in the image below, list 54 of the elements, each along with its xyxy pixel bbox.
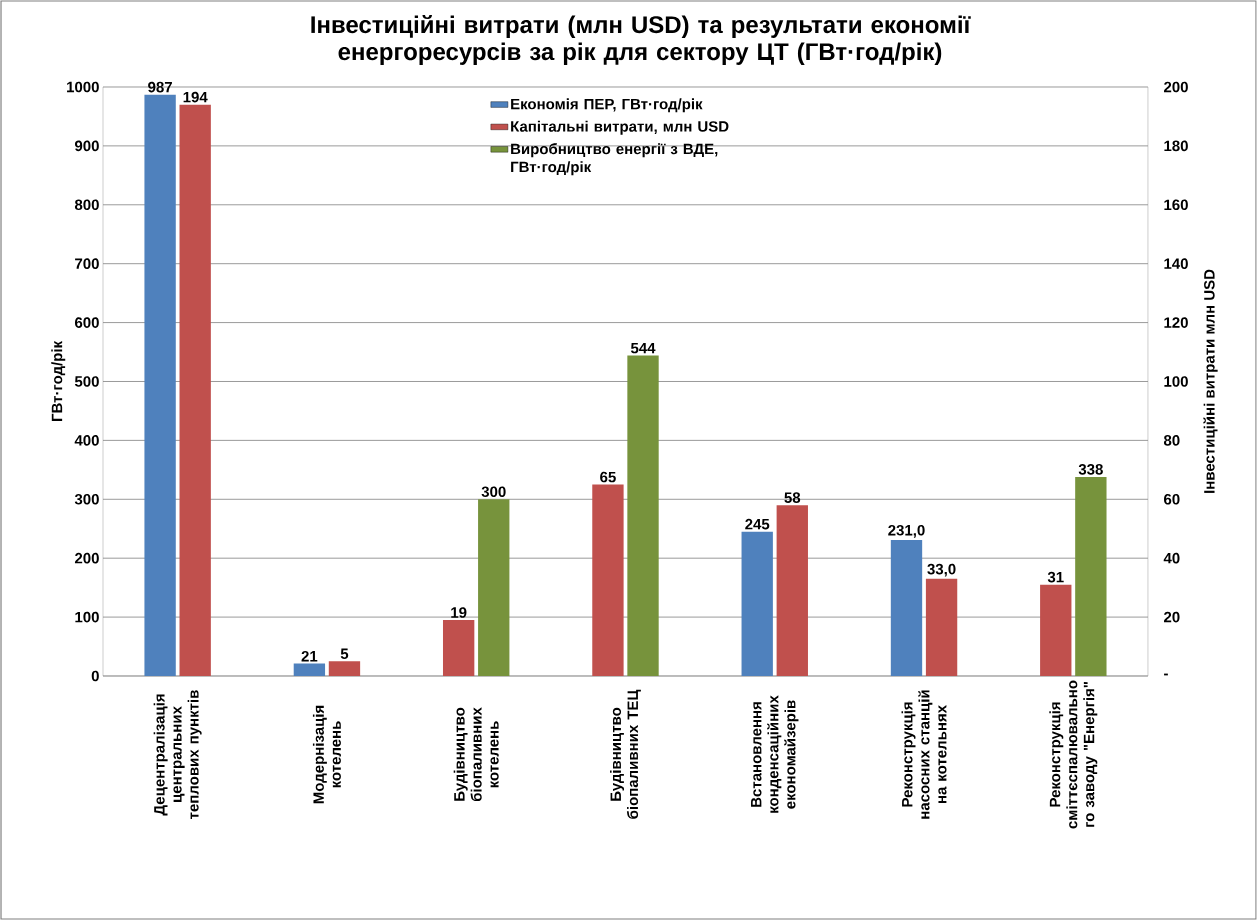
y2-tick-label: 180 <box>1164 140 1188 152</box>
y-tick-label: 600 <box>75 317 99 328</box>
bar <box>627 355 659 676</box>
legend-label: Економія ПЕР, ГВт·год/рік <box>511 98 703 113</box>
x-tick-label: Будівництво біопаливних ТЕЦ <box>610 689 641 819</box>
data-label: 338 <box>1078 464 1103 475</box>
y2-tick-label: 120 <box>1164 317 1188 328</box>
bar <box>741 531 773 676</box>
y2-tick-label: 100 <box>1164 376 1188 387</box>
y-tick-label: 0 <box>91 670 99 682</box>
y2-axis-title: Інвестиційні витрати млн USD <box>1203 269 1218 493</box>
y-tick-label: 200 <box>74 552 99 564</box>
y-tick-label: 700 <box>75 258 99 269</box>
y-tick-label: 300 <box>74 493 99 505</box>
x-tick-label: Модернізація котелень <box>312 705 341 804</box>
y2-tick-label: 80 <box>1163 435 1180 446</box>
data-label: 544 <box>630 342 656 354</box>
x-tick-label: Встановлення конденсаційних економайзерів <box>751 695 799 813</box>
y2-tick-label: - <box>1164 673 1168 676</box>
chart-title: Інвестиційні витрати (млн USD) та результати економії енергоресурсів за рік для сектору ЦТ (ГВт·год/рік) <box>311 15 971 65</box>
data-label: 19 <box>451 607 467 618</box>
x-tick-label: Будівництво біопаливних котелень <box>453 707 499 802</box>
data-label: 300 <box>481 486 506 498</box>
data-label: 33,0 <box>927 563 956 577</box>
y-tick-label: 500 <box>74 376 99 387</box>
y-tick-label: 800 <box>74 199 99 211</box>
y2-tick-label: 60 <box>1164 493 1180 505</box>
x-tick-label: Реконструкція насосних станцій на котельнях <box>901 690 947 819</box>
data-label: 31 <box>1047 571 1064 583</box>
y2-tick-label: 20 <box>1164 611 1180 623</box>
bar <box>1075 476 1107 676</box>
data-label: 5 <box>340 648 349 660</box>
data-label: 194 <box>183 91 208 103</box>
data-label: 231,0 <box>888 524 925 538</box>
x-tick-label: Децентралізація центральних теплових пунктів <box>153 690 202 819</box>
y-tick-label: 900 <box>74 140 99 152</box>
bar <box>478 499 510 676</box>
bar <box>144 94 176 676</box>
y2-tick-label: 140 <box>1164 258 1188 269</box>
y-tick-label: 1000 <box>67 81 99 93</box>
legend-label: Капітальні витрати, млн USD <box>511 120 729 135</box>
legend-label: Виробництво енергії з ВДЕ, ГВт·год/рік <box>511 143 718 176</box>
data-label: 65 <box>600 471 616 483</box>
y2-tick-label: 160 <box>1164 199 1188 211</box>
data-label: 987 <box>148 81 172 93</box>
y2-tick-label: 40 <box>1163 552 1180 564</box>
x-tick-label: Реконструкція сміттєспалювально го заводу "Енергія" <box>1049 680 1098 829</box>
y-tick-label: 400 <box>74 435 99 446</box>
y-tick-label: 100 <box>75 611 99 623</box>
data-label: 21 <box>301 650 318 662</box>
y-axis-title: ГВт·год/рік <box>51 340 66 421</box>
data-label: 245 <box>745 518 770 530</box>
y2-tick-label: 200 <box>1164 81 1188 93</box>
data-label: 58 <box>784 492 801 503</box>
